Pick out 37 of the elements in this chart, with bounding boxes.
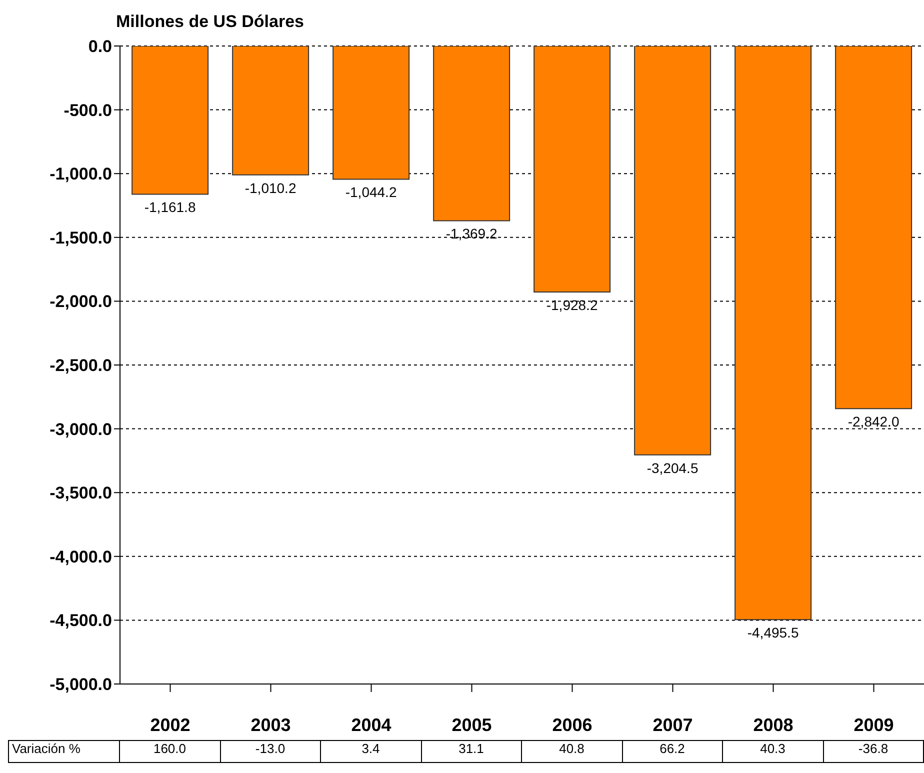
text: 40.8 (522, 741, 622, 763)
text: 40.3 (723, 741, 824, 763)
x-tick-label: 2005 (452, 714, 492, 735)
x-tick-label: 2007 (652, 714, 693, 735)
data-label: -1,369.2 (446, 226, 498, 242)
y-tick-label: -1,000.0 (50, 164, 112, 184)
data-label: -1,161.8 (144, 199, 196, 216)
data-label: -2,842.0 (848, 414, 900, 430)
x-tick-label: 2004 (351, 714, 392, 735)
data-label: -1,928.2 (546, 297, 598, 314)
text: 31.1 (422, 741, 522, 763)
text: Variación % (8, 741, 120, 763)
x-tick-label: 2006 (552, 714, 592, 735)
data-label: -1,044.2 (345, 184, 397, 200)
text: 3.4 (321, 741, 422, 763)
data-label: -1,010.2 (244, 180, 296, 196)
y-tick-label: -2,000.0 (50, 292, 112, 312)
y-tick-label: -500.0 (64, 100, 112, 120)
y-tick-label: -4,000.0 (50, 547, 112, 566)
y-tick-label: -1,500.0 (50, 228, 112, 248)
y-tick-label: -5,000.0 (50, 675, 112, 694)
data-label: -4,495.5 (747, 624, 799, 641)
y-tick-label: -3,500.0 (50, 484, 112, 503)
text: 66.2 (622, 741, 723, 763)
chart-title: Millones de US Dólares (116, 12, 304, 32)
text: 160.0 (120, 741, 220, 763)
y-tick-label: -4,500.0 (50, 611, 112, 630)
y-tick-label: -3,000.0 (50, 420, 112, 439)
y-tick-label: 0.0 (88, 37, 112, 56)
x-tick-label: 2003 (250, 714, 291, 735)
data-label: -3,204.5 (646, 460, 698, 476)
y-tick-label: -2,500.0 (50, 356, 112, 376)
text: -36.8 (824, 741, 924, 763)
x-tick-label: 2002 (150, 714, 190, 735)
x-tick-label: 2009 (854, 714, 894, 735)
text: -13.0 (220, 741, 321, 763)
x-tick-label: 2008 (753, 714, 794, 735)
